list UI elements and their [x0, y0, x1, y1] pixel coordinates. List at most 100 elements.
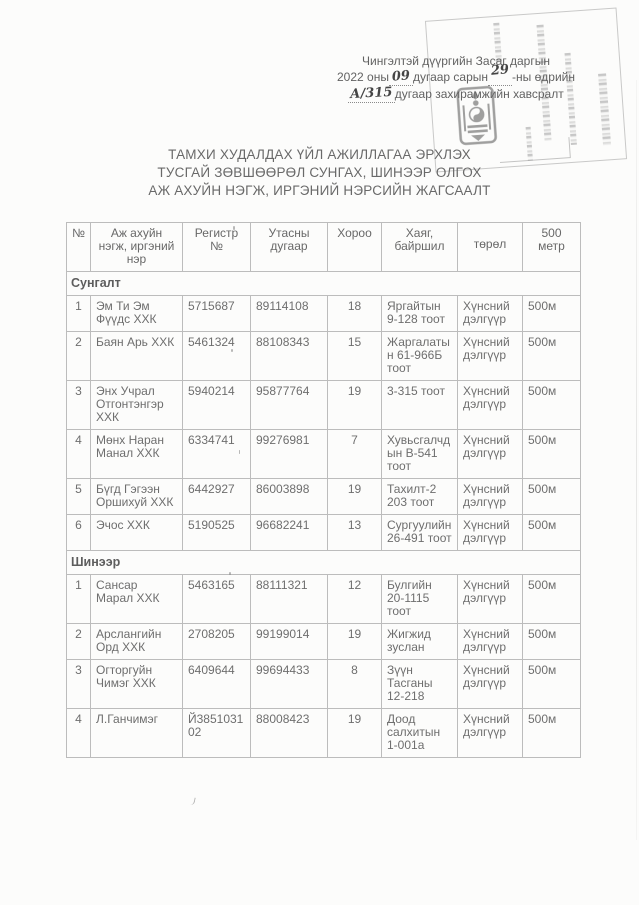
col-header-phone: Утасны дугаар	[250, 222, 328, 272]
table-row: 4 Л.Ганчимэг Й385103102 88008423 19 Доод салх…	[66, 708, 581, 758]
table-row: 1 Эм Ти Эм Фүүдс ХХК 5715687 89114108 18 Ярга…	[66, 295, 581, 332]
cell-type: Хүнсний дэлгүүр	[457, 659, 523, 709]
cell-distance: 500м	[522, 331, 581, 381]
cell-type: Хүнсний дэлгүүр	[457, 514, 523, 551]
table-row: 6 Эчос ХХК 5190525 96682241 13 Сургуулийн 26-…	[66, 514, 581, 551]
table-row: 3 Энх Учрал Отгонтэнгэр ХХК 5940214 9587776…	[66, 380, 581, 430]
header-note-line2-middle: дугаар сарын	[412, 70, 489, 84]
col-header-no: №	[66, 222, 91, 272]
cell-khoroo: 7	[327, 429, 382, 479]
cell-distance: 500м	[522, 623, 581, 660]
cell-no: 1	[66, 574, 91, 624]
cell-name: Бүгд Гэгээн Оршихуй ХХК	[90, 478, 183, 515]
cell-name: Мөнх Наран Манал ХХК	[90, 429, 183, 479]
cell-name: Огторгуйн Чимэг ХХК	[90, 659, 183, 709]
cell-type: Хүнсний дэлгүүр	[457, 380, 523, 430]
cell-name: Арслангийн Орд ХХК	[90, 623, 183, 660]
scan-artifact	[233, 226, 235, 230]
col-header-khoroo: Хороо	[327, 222, 382, 272]
col-header-address: Хаяг, байршил	[381, 222, 458, 272]
cell-name: Л.Ганчимэг	[90, 708, 183, 758]
col-header-register: Регистр №	[182, 222, 251, 272]
title-line-2: ТУСГАЙ ЗӨВШӨӨРӨЛ СУНГАХ, ШИНЭЭР ОЛГОХ	[157, 165, 482, 180]
cell-register: 5463165	[182, 574, 251, 624]
cell-name: Энх Учрал Отгонтэнгэр ХХК	[90, 380, 183, 430]
cell-khoroo: 12	[327, 574, 382, 624]
handwritten-day: 29	[490, 62, 510, 79]
section-label: Сунгалт	[66, 271, 581, 296]
cell-no: 3	[66, 659, 91, 709]
header-note-line3: А/315 дугаар захирамжийн хавсралт	[330, 84, 582, 103]
cell-phone: 99694433	[250, 659, 328, 709]
cell-phone: 96682241	[250, 514, 328, 551]
cell-address: Доод салхитын 1-001а	[381, 708, 458, 758]
section-label: Шинээр	[66, 550, 581, 575]
cell-phone: 99276981	[250, 429, 328, 479]
order-number-blank: А/315	[348, 84, 395, 103]
table-header-row: № Аж ахуйн нэгж, иргэний нэр Регистр № У…	[66, 222, 581, 272]
cell-register: 2708205	[182, 623, 251, 660]
cell-name: Баян Арь ХХК	[90, 331, 183, 381]
cell-address: Зүүн Тасганы 12-218	[381, 659, 458, 709]
license-list-table: № Аж ахуйн нэгж, иргэний нэр Регистр № У…	[66, 222, 581, 758]
soyombo-emblem-icon	[456, 85, 497, 146]
cell-khoroo: 19	[327, 708, 382, 758]
cell-register: 6334741	[182, 429, 251, 479]
table-row: 1 Сансар Марал ХХК 5463165 88111321 12 Булгий…	[66, 574, 581, 624]
cell-phone: 89114108	[250, 295, 328, 332]
cell-khoroo: 15	[327, 331, 382, 381]
header-note-line2: 2022 оны 09 дугаар сарын 29 -ны өдрийн	[330, 62, 582, 86]
cell-register: 5461324	[182, 331, 251, 381]
section-header-row: Сунгалт	[66, 271, 581, 296]
document-title: ТАМХИ ХУДАЛДАХ ҮЙЛ АЖИЛЛАГАА ЭРХЛЭХ ТУСГ…	[0, 146, 639, 200]
scan-artifact	[231, 349, 233, 352]
cell-name: Сансар Марал ХХК	[90, 574, 183, 624]
official-stamp	[424, 7, 628, 173]
cell-address: Жаргалатын 61-966Б тоот	[381, 331, 458, 381]
cell-address: Яргайтын 9-128 тоот	[381, 295, 458, 332]
cell-address: Жигжид зуслан	[381, 623, 458, 660]
cell-address: Булгийн 20-1115 тоот	[381, 574, 458, 624]
cell-phone: 88108343	[250, 331, 328, 381]
header-note-line2-suffix: -ны өдрийн	[512, 70, 575, 84]
col-header-distance: 500 метр	[522, 222, 581, 272]
table-row: 3 Огторгуйн Чимэг ХХК 6409644 99694433 8 Зүүн…	[66, 659, 581, 709]
scan-artifact	[188, 796, 196, 806]
cell-no: 2	[66, 623, 91, 660]
cell-no: 2	[66, 331, 91, 381]
title-line-3: АЖ АХУЙН НЭГЖ, ИРГЭНИЙ НЭРСИЙН ЖАГСААЛТ	[148, 183, 491, 198]
section-header-row: Шинээр	[66, 550, 581, 575]
cell-khoroo: 18	[327, 295, 382, 332]
handwritten-order-number: А/315	[349, 84, 394, 103]
col-header-type: төрөл	[457, 222, 523, 272]
cell-khoroo: 13	[327, 514, 382, 551]
cell-distance: 500м	[522, 429, 581, 479]
cell-no: 3	[66, 380, 91, 430]
col-header-name: Аж ахуйн нэгж, иргэний нэр	[90, 222, 183, 272]
cell-name: Эм Ти Эм Фүүдс ХХК	[90, 295, 183, 332]
day-blank: 29	[488, 62, 513, 86]
handwritten-month: 09	[391, 68, 411, 85]
cell-phone: 95877764	[250, 380, 328, 430]
header-note-line3-suffix: дугаар захирамжийн хавсралт	[394, 87, 564, 101]
cell-address: Тахилт-2 203 тоот	[381, 478, 458, 515]
cell-distance: 500м	[522, 514, 581, 551]
scan-artifact	[229, 572, 231, 575]
cell-no: 4	[66, 429, 91, 479]
cell-distance: 500м	[522, 478, 581, 515]
scan-artifact	[239, 450, 240, 454]
cell-khoroo: 19	[327, 380, 382, 430]
cell-no: 5	[66, 478, 91, 515]
header-note-line2-prefix: 2022 оны	[336, 70, 389, 84]
cell-type: Хүнсний дэлгүүр	[457, 429, 523, 479]
cell-no: 1	[66, 295, 91, 332]
cell-distance: 500м	[522, 659, 581, 709]
cell-no: 4	[66, 708, 91, 758]
table-row: 5 Бүгд Гэгээн Оршихуй ХХК 6442927 86003898 1…	[66, 478, 581, 515]
cell-register: 6442927	[182, 478, 251, 515]
page-edge-shadow	[636, 80, 637, 840]
cell-khoroo: 19	[327, 623, 382, 660]
stamp-vertical-script	[598, 73, 612, 146]
cell-phone: 88008423	[250, 708, 328, 758]
